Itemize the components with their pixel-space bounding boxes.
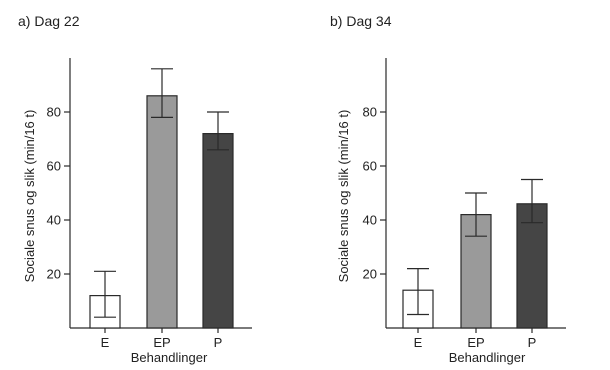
bar-p [202,133,234,329]
y-axis-label-day-34: Sociale snus og slik (min/16 t) [336,110,351,283]
x-tick-label-ep: EP [467,335,484,350]
bar-p [516,203,548,329]
y-tick-label: 20 [363,267,377,282]
x-tick-label-e: E [101,335,110,350]
x-axis-label-day-34: Behandlinger [449,350,526,365]
x-tick-label-ep: EP [153,335,170,350]
y-tick-label: 80 [363,105,377,120]
y-tick-label: 40 [363,213,377,228]
panel-title-day-22: a) Dag 22 [18,13,80,29]
x-axis-label-day-22: Behandlinger [131,350,208,365]
plot-area-day-34: 20 40 60 80 E EP P [363,58,566,350]
y-tick-label: 20 [47,267,61,282]
y-tick-label: 60 [47,159,61,174]
x-tick-label-p: P [528,335,537,350]
x-tick-label-p: P [214,335,223,350]
plot-area-day-22: 20 40 60 80 E EP P [47,58,252,350]
x-tick-label-e: E [414,335,423,350]
y-tick-label: 40 [47,213,61,228]
y-tick-label: 80 [47,105,61,120]
panel-day-34: b) Dag 34 Sociale snus og slik (min/16 t… [330,13,566,365]
panel-day-22: a) Dag 22 Sociale snus og slik (min/16 t… [18,13,252,365]
panel-title-day-34: b) Dag 34 [330,13,392,29]
y-axis-label-day-22: Sociale snus og slik (min/16 t) [22,110,37,283]
y-tick-label: 60 [363,159,377,174]
bar-ep [146,95,178,329]
